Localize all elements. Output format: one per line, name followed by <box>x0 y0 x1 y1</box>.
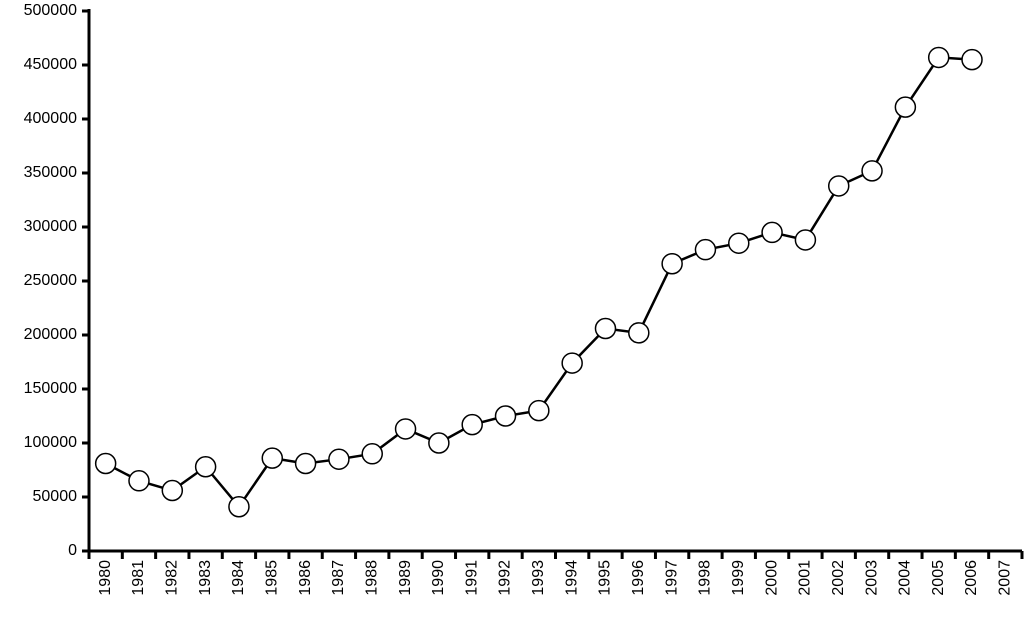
x-tick-label: 1996 <box>630 560 647 596</box>
x-tick-label: 1983 <box>197 560 214 596</box>
marker <box>927 46 950 69</box>
y-tick-label: 350000 <box>24 164 77 181</box>
x-tick-label: 1994 <box>563 560 580 596</box>
marker <box>561 352 583 374</box>
x-tick-label: 1984 <box>230 560 247 596</box>
marker <box>161 479 184 502</box>
marker <box>228 495 250 518</box>
x-tick-label: 1992 <box>497 560 514 596</box>
x-tick-label: 2006 <box>963 560 980 596</box>
marker <box>694 238 717 261</box>
x-tick-label: 2002 <box>830 560 847 596</box>
marker <box>594 317 617 340</box>
x-tick-label: 2007 <box>997 560 1014 596</box>
x-tick-label: 1985 <box>263 560 280 596</box>
y-tick-label: 100000 <box>24 434 77 451</box>
marker <box>861 160 883 182</box>
y-tick-label: 200000 <box>24 326 77 343</box>
x-tick-label: 2001 <box>797 560 814 596</box>
marker <box>428 432 450 454</box>
series-line <box>105 56 973 509</box>
marker <box>361 443 383 465</box>
x-tick-label: 1982 <box>164 560 181 596</box>
marker <box>761 221 783 244</box>
marker <box>394 418 417 440</box>
x-tick-label: 1990 <box>430 560 447 596</box>
marker <box>794 229 817 251</box>
marker <box>528 399 550 422</box>
marker <box>261 447 284 469</box>
marker <box>494 405 517 427</box>
marker <box>661 252 683 275</box>
y-tick-label: 150000 <box>24 380 77 397</box>
x-tick-label: 2003 <box>863 560 880 596</box>
x-tick-label: 1980 <box>97 560 114 596</box>
marker <box>328 448 350 470</box>
x-tick-label: 1989 <box>397 560 414 596</box>
marker <box>827 175 850 197</box>
x-tick-label: 1998 <box>697 560 714 596</box>
y-tick-label: 450000 <box>24 56 77 73</box>
x-tick-label: 1991 <box>463 560 480 596</box>
x-tick-label: 1981 <box>130 560 147 596</box>
marker <box>294 452 317 475</box>
x-tick-label: 1999 <box>730 560 747 596</box>
x-tick-label: 2004 <box>897 560 914 596</box>
y-tick-label: 300000 <box>24 218 77 235</box>
x-tick-label: 1995 <box>597 560 614 596</box>
x-tick-label: 2005 <box>930 560 947 596</box>
y-tick-label: 250000 <box>24 272 77 289</box>
y-tick-label: 500000 <box>24 2 77 19</box>
marker <box>961 48 983 71</box>
x-tick-label: 1987 <box>330 560 347 596</box>
marker <box>94 452 117 475</box>
x-tick-label: 1988 <box>363 560 380 596</box>
marker <box>461 413 483 436</box>
x-tick-label: 1986 <box>297 560 314 596</box>
x-tick-label: 1993 <box>530 560 547 596</box>
y-tick-label: 50000 <box>33 488 78 505</box>
y-tick-label: 400000 <box>24 110 77 127</box>
marker <box>628 322 650 344</box>
marker <box>894 96 917 118</box>
y-tick-label: 0 <box>68 542 77 559</box>
marker <box>728 232 750 254</box>
x-tick-label: 2000 <box>763 560 780 596</box>
marker <box>194 456 217 478</box>
marker <box>128 470 150 492</box>
x-tick-label: 1997 <box>663 560 680 596</box>
